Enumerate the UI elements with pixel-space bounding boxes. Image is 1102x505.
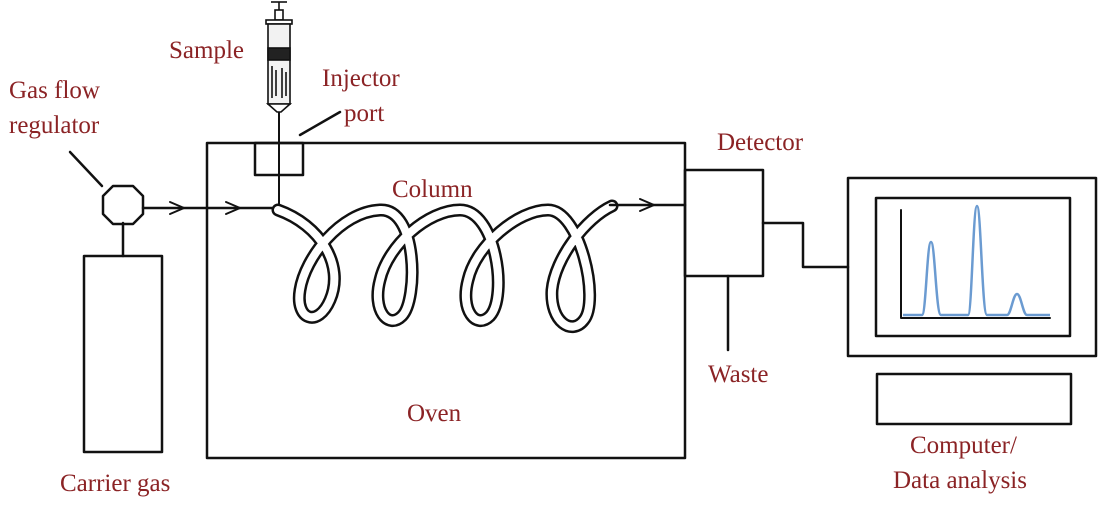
computer-label-line2: Data analysis	[893, 467, 1027, 494]
injector-port-label-line1: Injector	[322, 65, 400, 92]
carrier-gas-label: Carrier gas	[60, 470, 171, 497]
carrier-gas-cylinder	[82, 254, 164, 454]
sample-label: Sample	[169, 37, 244, 64]
monitor-frame	[846, 176, 1098, 358]
gas-flow-regulator-label-line2: regulator	[9, 112, 100, 139]
flow-arrow-3	[639, 198, 655, 212]
chromatogram-axes	[900, 209, 1051, 319]
detector-label: Detector	[717, 129, 804, 156]
computer-label-line1: Computer/	[910, 432, 1017, 459]
oven-label: Oven	[407, 400, 462, 427]
injector-leader-line	[298, 110, 342, 137]
gas-flow-regulator-icon	[101, 184, 145, 226]
syringe-icon	[265, 1, 293, 113]
monitor-screen	[874, 196, 1072, 338]
flow-arrow-1	[169, 201, 185, 215]
signal-wire	[761, 221, 850, 269]
chromatogram-trace	[903, 204, 1050, 317]
flow-arrow-2	[225, 201, 241, 215]
column-coil	[271, 199, 619, 333]
column-label: Column	[392, 176, 473, 203]
injector-port-label-line2: port	[344, 100, 385, 127]
waste-label: Waste	[708, 361, 769, 388]
regulator-leader-line	[68, 150, 104, 188]
oven-box	[205, 141, 687, 460]
computer-base	[875, 372, 1073, 426]
detector-box	[683, 168, 765, 278]
gas-flow-regulator-label-line1: Gas flow	[9, 77, 100, 104]
